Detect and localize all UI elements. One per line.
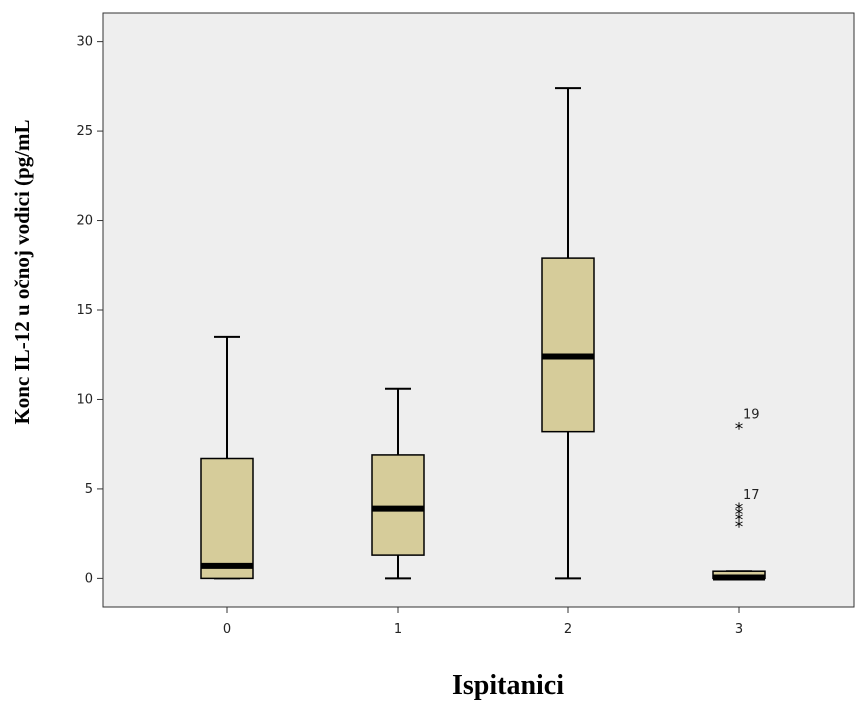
y-tick-label: 20 [76,214,93,229]
outlier-label: 17 [743,488,760,503]
outlier-marker: * [735,419,744,439]
y-tick-label: 15 [76,303,93,318]
box-group-0 [200,335,254,580]
outlier-marker: * [735,500,744,520]
y-axis-title: Konc IL-12 u očnoj vodici (pg/mL [10,119,34,424]
outlier-marker: * [735,505,744,525]
y-tick-label: 30 [76,35,93,50]
box [200,457,254,580]
box-group-1 [371,387,425,580]
outlier-label: 19 [743,407,760,422]
box-group-2 [541,87,595,580]
x-axis-title: Ispitanici [452,670,564,701]
x-tick-label: 0 [223,622,231,637]
box [371,454,425,556]
y-tick-label: 0 [85,571,93,586]
box-group-3 [712,570,766,581]
x-tick-label: 1 [394,622,402,637]
y-tick-label: 25 [76,124,93,139]
y-tick-label: 5 [85,482,93,497]
outlier-marker: * [735,518,744,538]
outlier-marker: * [735,511,744,531]
x-tick-label: 2 [564,622,572,637]
box [541,257,595,433]
x-tick-label: 3 [735,622,743,637]
y-tick-label: 10 [76,392,93,407]
